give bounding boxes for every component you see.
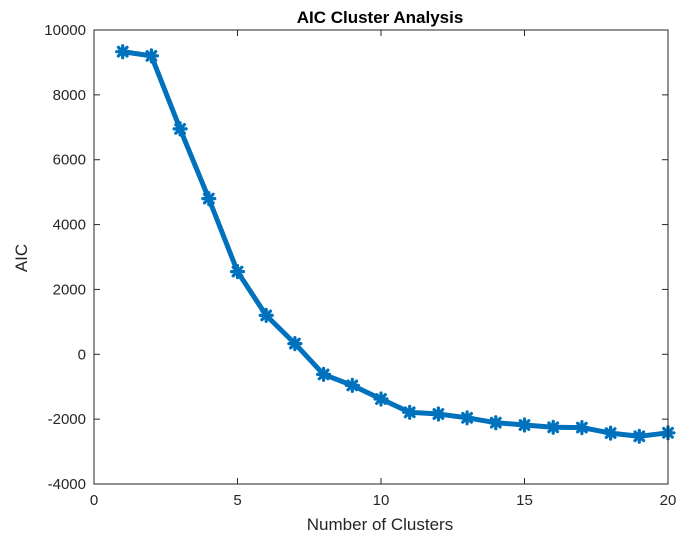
x-tick-label: 20	[660, 492, 677, 509]
data-point	[143, 48, 159, 64]
data-point	[344, 377, 360, 393]
y-tick-label: 10000	[44, 22, 86, 39]
axes-box	[93, 29, 669, 485]
y-tick-label: 2000	[53, 281, 86, 298]
data-point	[258, 307, 274, 323]
data-point	[574, 420, 590, 436]
y-axis-label: AIC	[12, 244, 31, 272]
data-point	[316, 366, 332, 382]
data-point	[172, 121, 188, 137]
series-line	[120, 49, 671, 439]
data-point	[545, 419, 561, 435]
data-point	[115, 44, 131, 60]
y-tick-label: -2000	[48, 411, 86, 428]
x-tick-label: 0	[90, 492, 98, 509]
data-point	[459, 410, 475, 426]
data-point	[631, 428, 647, 444]
data-point	[373, 391, 389, 407]
data-point	[488, 415, 504, 431]
data-point	[430, 406, 446, 422]
x-tick-label: 5	[233, 492, 241, 509]
y-tick-label: 0	[78, 346, 86, 363]
axes: 0 5 10 15 20 -4000 -2000 0 2000 4000 6000 8000 10000	[44, 22, 676, 509]
data-point	[201, 191, 217, 207]
x-tick-label: 15	[516, 492, 533, 509]
chart-title: AIC Cluster Analysis	[297, 8, 464, 27]
x-axis-label: Number of Clusters	[307, 515, 453, 534]
y-tick-label: 8000	[53, 87, 86, 104]
y-tick-label: 4000	[53, 217, 86, 234]
y-tick-label: -4000	[48, 476, 86, 493]
data-point	[229, 264, 246, 280]
plot-area	[115, 44, 676, 444]
y-tick-label: 6000	[53, 152, 86, 169]
x-tick-label: 10	[373, 492, 390, 509]
data-point	[402, 404, 418, 420]
data-point	[516, 417, 533, 433]
data-point	[602, 425, 619, 441]
data-point	[287, 336, 303, 352]
